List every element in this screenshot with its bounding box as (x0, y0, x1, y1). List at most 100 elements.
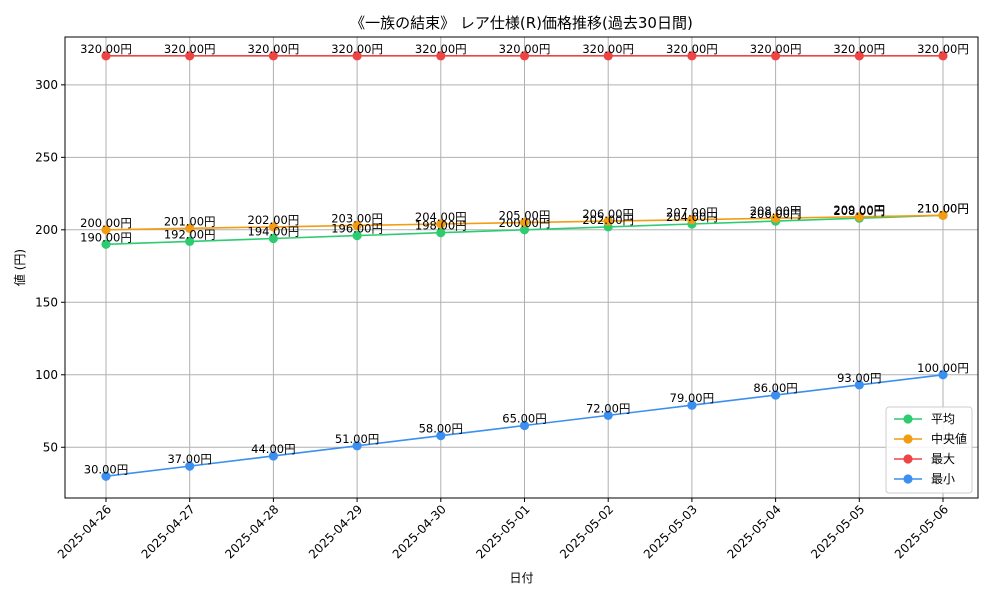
x-tick-label: 2025-05-05 (808, 502, 867, 561)
data-label: 320.00円 (499, 42, 551, 56)
x-tick-label: 2025-04-29 (306, 502, 365, 561)
data-point (101, 471, 111, 481)
data-label: 192.00円 (164, 227, 216, 241)
data-point (603, 216, 613, 226)
axes: 2025-04-26 2025-04-27 2025-04-28 2025-04-29… (35, 78, 951, 562)
data-point (436, 219, 446, 229)
data-point (436, 431, 446, 441)
data-point (268, 222, 278, 232)
x-tick-label: 2025-05-01 (473, 502, 532, 561)
data-point (185, 236, 195, 247)
x-tick-label: 2025-04-30 (390, 502, 449, 561)
data-label: 200.00円 (80, 216, 132, 230)
legend-entry: 中央値 (931, 431, 967, 446)
data-label: 208.00円 (833, 204, 885, 218)
data-point (352, 231, 362, 241)
x-tick-label: 2025-05-06 (892, 502, 951, 561)
x-tick-label: 2025-04-27 (139, 502, 198, 561)
x-tick-label: 2025-04-28 (222, 502, 281, 561)
data-point (352, 220, 362, 231)
data-label: 200.00円 (499, 216, 551, 230)
data-label: 210.00円 (917, 201, 969, 215)
data-label: 206.00円 (582, 207, 634, 221)
data-point (268, 233, 278, 244)
data-label: 194.00円 (248, 225, 300, 239)
data-label: 79.00円 (670, 391, 714, 405)
data-point (938, 210, 948, 220)
legend-entry: 最大 (931, 452, 955, 466)
data-point (771, 51, 781, 61)
data-point (185, 51, 195, 61)
data-label: 320.00円 (164, 42, 216, 56)
y-tick-label: 250 (35, 150, 58, 164)
data-point (436, 51, 446, 61)
data-label: 190.00円 (80, 230, 132, 244)
data-point (268, 51, 278, 61)
y-tick-label: 50 (43, 440, 58, 454)
data-label: 320.00円 (80, 42, 132, 56)
data-label: 58.00円 (419, 422, 463, 436)
legend-marker (903, 474, 913, 484)
data-label: 210.00円 (917, 201, 969, 215)
data-label: 320.00円 (666, 42, 718, 56)
data-point (938, 370, 948, 380)
data-label: 202.00円 (582, 213, 634, 227)
data-point (436, 228, 446, 238)
y-tick-label: 150 (35, 295, 58, 309)
data-label: 93.00円 (837, 371, 881, 385)
data-point (687, 215, 697, 225)
data-point (519, 420, 530, 431)
legend-marker (903, 454, 913, 464)
data-label: 320.00円 (750, 42, 802, 56)
data-point (185, 461, 195, 471)
x-axis-label: 日付 (509, 571, 533, 585)
data-label: 205.00円 (499, 209, 551, 223)
data-point (185, 223, 195, 233)
plot-frame (64, 36, 979, 499)
data-label: 201.00円 (164, 214, 216, 228)
data-label: 86.00円 (753, 381, 797, 395)
data-point (603, 51, 613, 61)
data-label: 320.00円 (415, 42, 467, 56)
data-point (101, 239, 111, 249)
data-label: 44.00円 (251, 442, 295, 456)
grid (65, 37, 978, 498)
data-label: 37.00円 (167, 452, 211, 466)
data-label: 72.00円 (586, 401, 630, 415)
data-point (854, 51, 864, 61)
data-point (352, 441, 362, 451)
data-label: 207.00円 (666, 206, 718, 220)
x-tick-label: 2025-05-03 (641, 502, 700, 561)
x-tick-label: 2025-04-26 (55, 502, 114, 561)
data-label: 209.00円 (833, 203, 885, 217)
data-point (603, 410, 613, 420)
data-point (101, 225, 111, 235)
data-label: 198.00円 (415, 219, 467, 233)
data-point (854, 212, 864, 222)
data-label: 206.00円 (750, 207, 802, 221)
data-label: 320.00円 (917, 42, 969, 56)
data-label: 320.00円 (833, 42, 885, 56)
chart-title: 《一族の結束》 レア仕様(R)価格推移(過去30日間) (350, 14, 693, 32)
data-point (268, 451, 278, 461)
legend-marker (903, 434, 913, 444)
data-point (352, 51, 362, 61)
legend-entry: 平均 (931, 412, 955, 426)
data-point (854, 380, 864, 390)
data-point (687, 400, 697, 410)
data-label: 204.00円 (666, 210, 718, 224)
data-label: 65.00円 (502, 412, 546, 426)
x-tick-label: 2025-05-02 (557, 502, 616, 561)
data-label: 320.00円 (248, 42, 300, 56)
data-label: 202.00円 (248, 213, 300, 227)
data-label: 203.00円 (331, 211, 383, 225)
data-point (771, 390, 781, 400)
legend-marker (903, 414, 913, 424)
y-tick-label: 100 (35, 368, 58, 382)
y-axis-label: 値 (円) (12, 249, 27, 286)
data-label: 30.00円 (84, 462, 128, 476)
data-point (519, 225, 530, 235)
data-label: 51.00円 (335, 432, 379, 446)
